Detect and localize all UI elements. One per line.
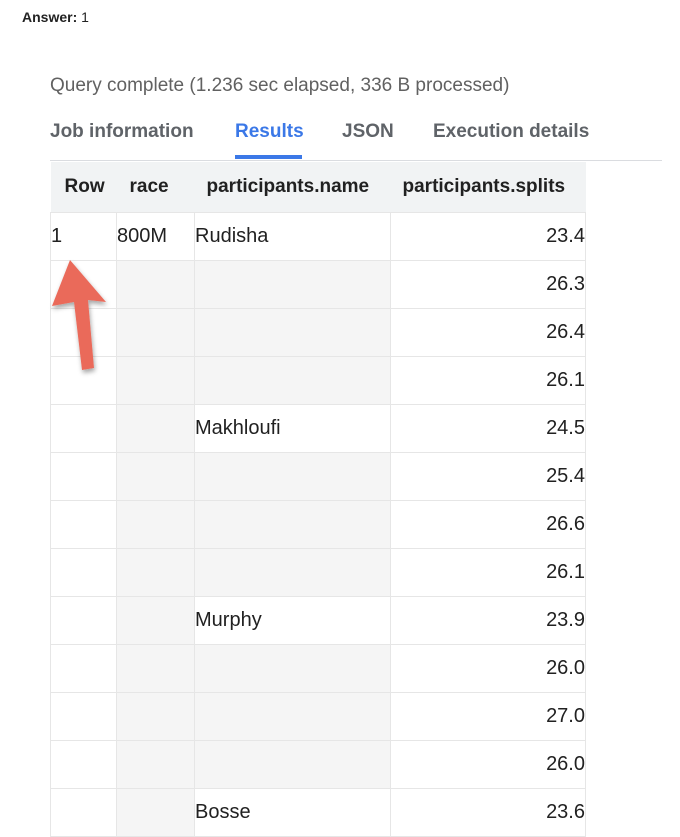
- cell-row-number: [50, 788, 117, 837]
- cell-race: 800M: [116, 212, 195, 261]
- cell-participant-name: [194, 692, 391, 741]
- cell-participant-name: [194, 500, 391, 549]
- cell-race: [116, 452, 195, 501]
- cell-row-number: [50, 404, 117, 453]
- column-header-participants-splits[interactable]: participants.splits: [390, 162, 586, 213]
- cell-participant-split: 26.0: [390, 644, 586, 693]
- table-header-row: Row race participants.name participants.…: [50, 162, 586, 213]
- table-row: 25.4: [50, 452, 586, 501]
- cell-race: [116, 356, 195, 405]
- tab-results[interactable]: Results: [235, 121, 304, 142]
- table-row: 26.3: [50, 260, 586, 309]
- results-table: Row race participants.name participants.…: [50, 162, 586, 837]
- table-row: Makhloufi 24.5: [50, 404, 586, 453]
- table-row: Murphy 23.9: [50, 596, 586, 645]
- cell-race: [116, 548, 195, 597]
- cell-participant-name: [194, 356, 391, 405]
- tab-execution-details[interactable]: Execution details: [433, 121, 590, 142]
- table-row: 27.0: [50, 692, 586, 741]
- cell-race: [116, 308, 195, 357]
- table-row: 1 800M Rudisha 23.4: [50, 212, 586, 261]
- cell-participant-split: 26.1: [390, 548, 586, 597]
- table-row: 26.0: [50, 740, 586, 789]
- cell-participant-split: 23.9: [390, 596, 586, 645]
- answer-line: Answer: 1: [22, 8, 89, 26]
- results-tab-bar: Job information Results JSON Execution d…: [50, 118, 662, 161]
- cell-participant-name: [194, 740, 391, 789]
- cell-race: [116, 596, 195, 645]
- column-header-participants-name[interactable]: participants.name: [194, 162, 391, 213]
- query-status: Query complete (1.236 sec elapsed, 336 B…: [50, 75, 510, 96]
- cell-race: [116, 260, 195, 309]
- cell-participant-name: Makhloufi: [194, 404, 391, 453]
- cell-participant-name: [194, 548, 391, 597]
- cell-participant-split: 26.4: [390, 308, 586, 357]
- column-header-race[interactable]: race: [116, 162, 195, 213]
- column-header-row[interactable]: Row: [50, 162, 117, 213]
- cell-participant-split: 27.0: [390, 692, 586, 741]
- cell-row-number: 1: [50, 212, 117, 261]
- cell-row-number: [50, 740, 117, 789]
- cell-race: [116, 404, 195, 453]
- cell-race: [116, 500, 195, 549]
- table-row: 26.6: [50, 500, 586, 549]
- cell-row-number: [50, 644, 117, 693]
- active-tab-indicator: [235, 155, 302, 159]
- cell-participant-split: 26.0: [390, 740, 586, 789]
- table-row: 26.0: [50, 644, 586, 693]
- cell-race: [116, 740, 195, 789]
- cell-participant-name: [194, 452, 391, 501]
- cell-participant-split: 23.6: [390, 788, 586, 837]
- cell-participant-split: 23.4: [390, 212, 586, 261]
- table-body: 1 800M Rudisha 23.4 26.3 26.4 26.1 Makhloufi 24.…: [50, 212, 586, 837]
- cell-row-number: [50, 452, 117, 501]
- cell-participant-split: 24.5: [390, 404, 586, 453]
- cell-participant-split: 26.6: [390, 500, 586, 549]
- cell-race: [116, 692, 195, 741]
- cell-participant-split: 26.1: [390, 356, 586, 405]
- cell-participant-name: Bosse: [194, 788, 391, 837]
- tab-job-information[interactable]: Job information: [50, 121, 194, 142]
- cell-participant-name: [194, 308, 391, 357]
- cell-participant-name: Murphy: [194, 596, 391, 645]
- cell-race: [116, 788, 195, 837]
- cell-participant-split: 25.4: [390, 452, 586, 501]
- cell-race: [116, 644, 195, 693]
- cell-row-number: [50, 500, 117, 549]
- cell-participant-name: [194, 260, 391, 309]
- table-row: 26.4: [50, 308, 586, 357]
- table-row: 26.1: [50, 356, 586, 405]
- cell-row-number: [50, 692, 117, 741]
- cell-participant-name: [194, 644, 391, 693]
- answer-value: 1: [81, 9, 89, 25]
- up-arrow-icon: [52, 260, 106, 370]
- tab-json[interactable]: JSON: [342, 121, 394, 142]
- answer-label: Answer:: [22, 9, 78, 25]
- cell-row-number: [50, 548, 117, 597]
- cell-row-number: [50, 596, 117, 645]
- table-row: Bosse 23.6: [50, 788, 586, 837]
- table-row: 26.1: [50, 548, 586, 597]
- cell-participant-split: 26.3: [390, 260, 586, 309]
- cell-participant-name: Rudisha: [194, 212, 391, 261]
